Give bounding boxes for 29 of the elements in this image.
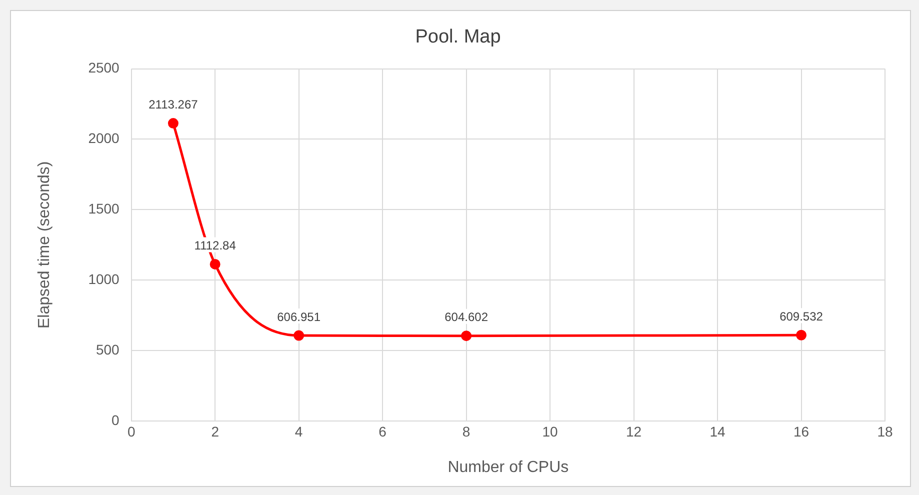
x-tick-label: 8 <box>462 423 470 440</box>
x-tick-label: 16 <box>793 423 810 440</box>
y-tick-label: 2000 <box>88 130 120 146</box>
point <box>796 330 807 340</box>
x-tick-label: 0 <box>127 423 136 440</box>
point <box>461 330 472 342</box>
x-tick-label: 2 <box>211 423 220 440</box>
x-axis-title: Number of CPUs <box>448 458 569 476</box>
y-axis-title: Elapsed time (seconds) <box>36 161 54 328</box>
x-tick-label: 14 <box>710 423 726 440</box>
point <box>210 258 220 270</box>
y-tick-label: 500 <box>96 341 120 358</box>
y-tick-label: 0 <box>112 412 120 428</box>
y-tick-label: 2500 <box>88 60 120 76</box>
data-label: 1112.84 <box>194 238 236 253</box>
chart-title: Pool. Map <box>415 26 501 48</box>
data-label: 606.951 <box>277 310 321 324</box>
x-tick-label: 4 <box>294 423 303 440</box>
x-tick-label: 18 <box>877 423 893 440</box>
y-tick-label: 1500 <box>88 200 120 217</box>
data-label: 604.602 <box>444 310 488 324</box>
x-tick-label: 10 <box>542 423 558 440</box>
x-tick-label: 12 <box>626 423 642 440</box>
x-tick-label: 6 <box>378 423 387 440</box>
point <box>168 118 178 129</box>
data-label: 2113.267 <box>148 98 198 112</box>
point <box>294 330 304 341</box>
data-label: 609.532 <box>780 309 824 324</box>
y-tick-label: 1000 <box>88 270 120 287</box>
